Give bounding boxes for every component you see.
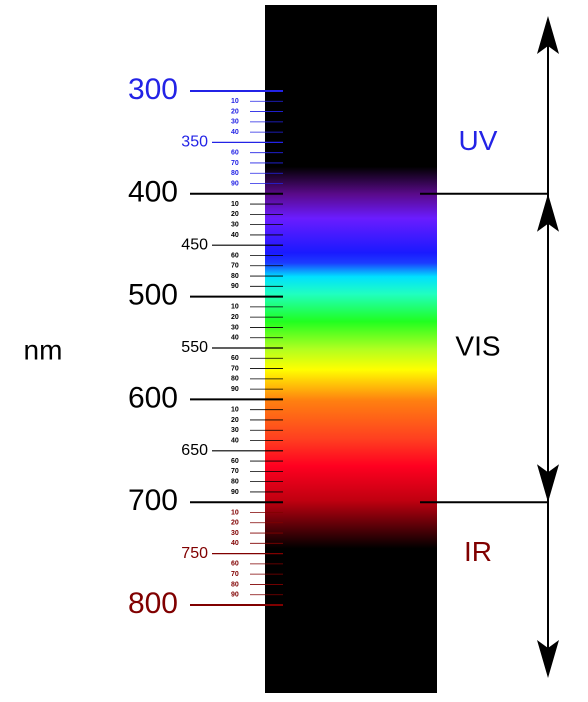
major-label: 600 [128,381,178,414]
half-label: 350 [181,134,208,151]
minor-label: 60 [231,150,239,157]
region-label: VIS [455,330,500,361]
minor-label: 80 [231,581,239,588]
minor-label: 80 [231,376,239,383]
minor-label: 10 [231,304,239,311]
half-label: 550 [181,339,208,356]
half-label: 450 [181,236,208,253]
major-label: 500 [128,279,178,312]
arrow-head [537,464,559,503]
major-label: 400 [128,176,178,209]
minor-label: 30 [231,324,239,331]
minor-label: 70 [231,468,239,475]
minor-label: 10 [231,407,239,414]
minor-label: 80 [231,273,239,280]
minor-label: 20 [231,108,239,115]
minor-label: 70 [231,263,239,270]
minor-label: 60 [231,252,239,259]
minor-label: 30 [231,427,239,434]
minor-label: 90 [231,592,239,599]
minor-label: 10 [231,201,239,208]
minor-label: 20 [231,417,239,424]
minor-label: 30 [231,530,239,537]
arrow-head [537,640,559,678]
minor-label: 60 [231,561,239,568]
minor-label: 20 [231,520,239,527]
region-label: IR [464,536,492,567]
major-label: 800 [128,587,178,620]
half-label: 750 [181,545,208,562]
minor-label: 60 [231,458,239,465]
half-label: 650 [181,442,208,459]
spectrum-strip [265,5,437,693]
minor-label: 40 [231,540,239,547]
minor-label: 40 [231,129,239,136]
minor-label: 10 [231,98,239,105]
minor-label: 90 [231,283,239,290]
minor-label: 70 [231,365,239,372]
minor-label: 90 [231,180,239,187]
minor-label: 60 [231,355,239,362]
minor-label: 40 [231,437,239,444]
minor-label: 10 [231,509,239,516]
minor-label: 30 [231,221,239,228]
minor-label: 80 [231,478,239,485]
minor-label: 80 [231,170,239,177]
minor-label: 90 [231,489,239,496]
major-label: 300 [128,73,178,106]
minor-label: 30 [231,119,239,126]
major-label: 700 [128,484,178,517]
arrow-head [537,193,559,232]
region-label: UV [459,125,498,156]
minor-label: 70 [231,160,239,167]
minor-label: 20 [231,314,239,321]
minor-label: 70 [231,571,239,578]
minor-label: 40 [231,335,239,342]
minor-label: 90 [231,386,239,393]
minor-label: 40 [231,232,239,239]
unit-label: nm [24,334,63,365]
arrow-head [537,16,559,54]
minor-label: 20 [231,211,239,218]
